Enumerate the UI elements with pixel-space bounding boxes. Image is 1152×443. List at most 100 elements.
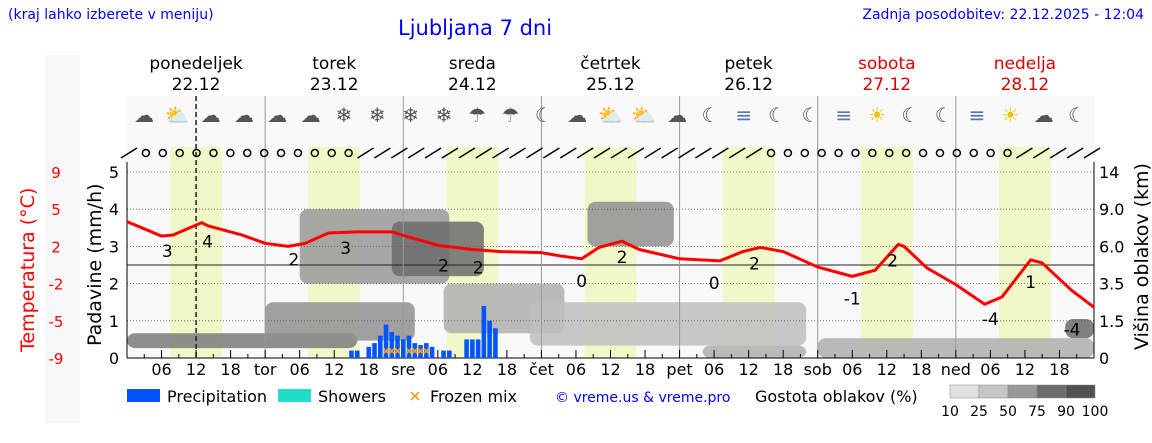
sun-cloud-icon: ⛅	[165, 103, 190, 127]
x-tick-label: 06	[289, 360, 309, 379]
x-tick-label: 06	[704, 360, 724, 379]
cross-stroke	[382, 347, 390, 355]
day-date: 22.12	[172, 75, 221, 95]
x-tick-label: 12	[324, 360, 344, 379]
precipitation-bar	[429, 346, 435, 358]
frozen-mix-marker	[382, 347, 390, 355]
x-tick-label: čet	[529, 360, 554, 379]
copyright-link: © vreme.us & vreme.pro	[555, 390, 730, 406]
x-tick-label: 06	[151, 360, 171, 379]
cross-stroke	[388, 347, 395, 355]
temperature-axis-panel	[45, 55, 80, 423]
temperature-tick-label: 2	[51, 238, 61, 256]
wind-barb-icon	[627, 147, 645, 159]
wind-barb-icon	[424, 147, 442, 159]
day-name: sobota	[858, 54, 916, 74]
cloud-height-tick-label: 1.5	[1099, 312, 1124, 331]
precipitation-legend-swatch	[127, 389, 160, 402]
sun-fog-icon: ☀	[868, 103, 886, 127]
precip-tick-label: 5	[109, 163, 119, 182]
cloud-density-swatch	[1065, 384, 1096, 399]
temperature-line	[126, 220, 1095, 309]
precipitation-bar	[377, 335, 383, 358]
x-tick-label: 12	[186, 360, 206, 379]
sun-cloud-icon: ⛅	[598, 103, 623, 127]
temperature-label: 2	[289, 250, 300, 270]
cloud-icon: ☁	[667, 103, 687, 127]
temperature-label: 0	[709, 274, 720, 294]
cloud-height-tick-label: 0	[1099, 349, 1109, 368]
frozen-mix-marker	[405, 347, 413, 355]
wind-barb-icon	[559, 147, 577, 159]
precipitation-bar	[406, 335, 412, 358]
temperature-label: -4	[1064, 320, 1081, 340]
last-updated: Zadnja posodobitev: 22.12.2025 - 12:04	[862, 7, 1144, 23]
wind-barb-icon	[644, 147, 662, 159]
x-tick-label: 18	[1049, 360, 1069, 379]
precipitation-bar	[464, 339, 469, 358]
x-tick-label: 06	[566, 360, 586, 379]
cloud-density-swatch	[1007, 384, 1038, 399]
frozen-mix-marker	[388, 347, 395, 355]
moon-fog-icon: ☾	[901, 103, 919, 127]
wind-barb-icon	[475, 147, 493, 159]
snow-cloud-icon: ❄	[369, 103, 386, 127]
page-title: Ljubljana 7 dni	[398, 16, 553, 40]
precipitation-bar	[441, 350, 446, 358]
wind-calm-icon	[885, 148, 894, 158]
frozen-mix-marker	[394, 347, 401, 355]
precipitation-bar	[349, 350, 354, 358]
fog-icon: ≡	[735, 103, 752, 127]
temperature-label: 2	[617, 248, 628, 268]
rain-cloud-icon: ☂	[502, 103, 520, 127]
wind-calm-icon	[952, 148, 962, 158]
wind-barb-icon	[407, 147, 425, 159]
moon-icon: ☾	[701, 103, 719, 127]
cloud-icon: ☁	[301, 103, 321, 127]
precip-axis-label: Padavine (mm/h)	[84, 183, 106, 346]
wind-calm-icon	[175, 148, 184, 158]
day-date: 28.12	[1001, 75, 1050, 95]
temperature-axis-label: Temperatura (°C)	[17, 188, 39, 353]
snow-cloud-icon: ❄	[336, 103, 353, 127]
temperature-tick-label: -5	[49, 313, 64, 331]
snow-cloud-icon: ❄	[402, 103, 419, 127]
temperature-label: 0	[576, 272, 587, 292]
temperature-label: 4	[202, 233, 213, 253]
cloud-height-axis-label: Višina oblakov (km)	[1131, 163, 1152, 350]
cloud-density-area	[265, 302, 415, 341]
wind-barb-icon	[458, 147, 476, 159]
precipitation-bar	[400, 339, 406, 358]
fog-icon: ≡	[835, 103, 852, 127]
temperature-tick-label: -9	[49, 350, 64, 368]
day-name: petek	[725, 54, 773, 74]
snow-cloud-icon: ❄	[436, 103, 453, 127]
wind-barb-icon	[1049, 147, 1067, 159]
cross-stroke	[394, 347, 401, 355]
day-name: ponedeljek	[149, 54, 243, 74]
location-hint-link[interactable]: (kraj lahko izberete v meniju)	[8, 7, 214, 23]
temperature-tick-label: 5	[51, 201, 61, 219]
x-tick-label: 18	[635, 360, 655, 379]
cloud-icon: ☁	[234, 103, 254, 127]
x-tick-label: 18	[911, 360, 931, 379]
precipitation-legend-label: Precipitation	[167, 387, 267, 406]
wind-calm-icon	[158, 148, 168, 158]
cross-stroke	[410, 391, 420, 401]
wind-calm-icon	[986, 148, 995, 158]
frozen-legend-icon	[410, 391, 420, 401]
wind-calm-icon	[327, 148, 336, 158]
temperature-label: 2	[438, 257, 449, 277]
wind-calm-icon	[243, 148, 252, 158]
wind-barb-icon	[728, 147, 746, 159]
daylight-band	[999, 147, 1051, 358]
cloud-icon: ☁	[134, 103, 154, 127]
moon-icon: ☾	[768, 103, 786, 127]
precipitation-bar	[366, 346, 372, 358]
wind-barb-icon	[1016, 147, 1033, 159]
wind-calm-icon	[276, 148, 286, 158]
precipitation-bar	[389, 331, 395, 358]
wind-calm-icon	[259, 148, 269, 158]
